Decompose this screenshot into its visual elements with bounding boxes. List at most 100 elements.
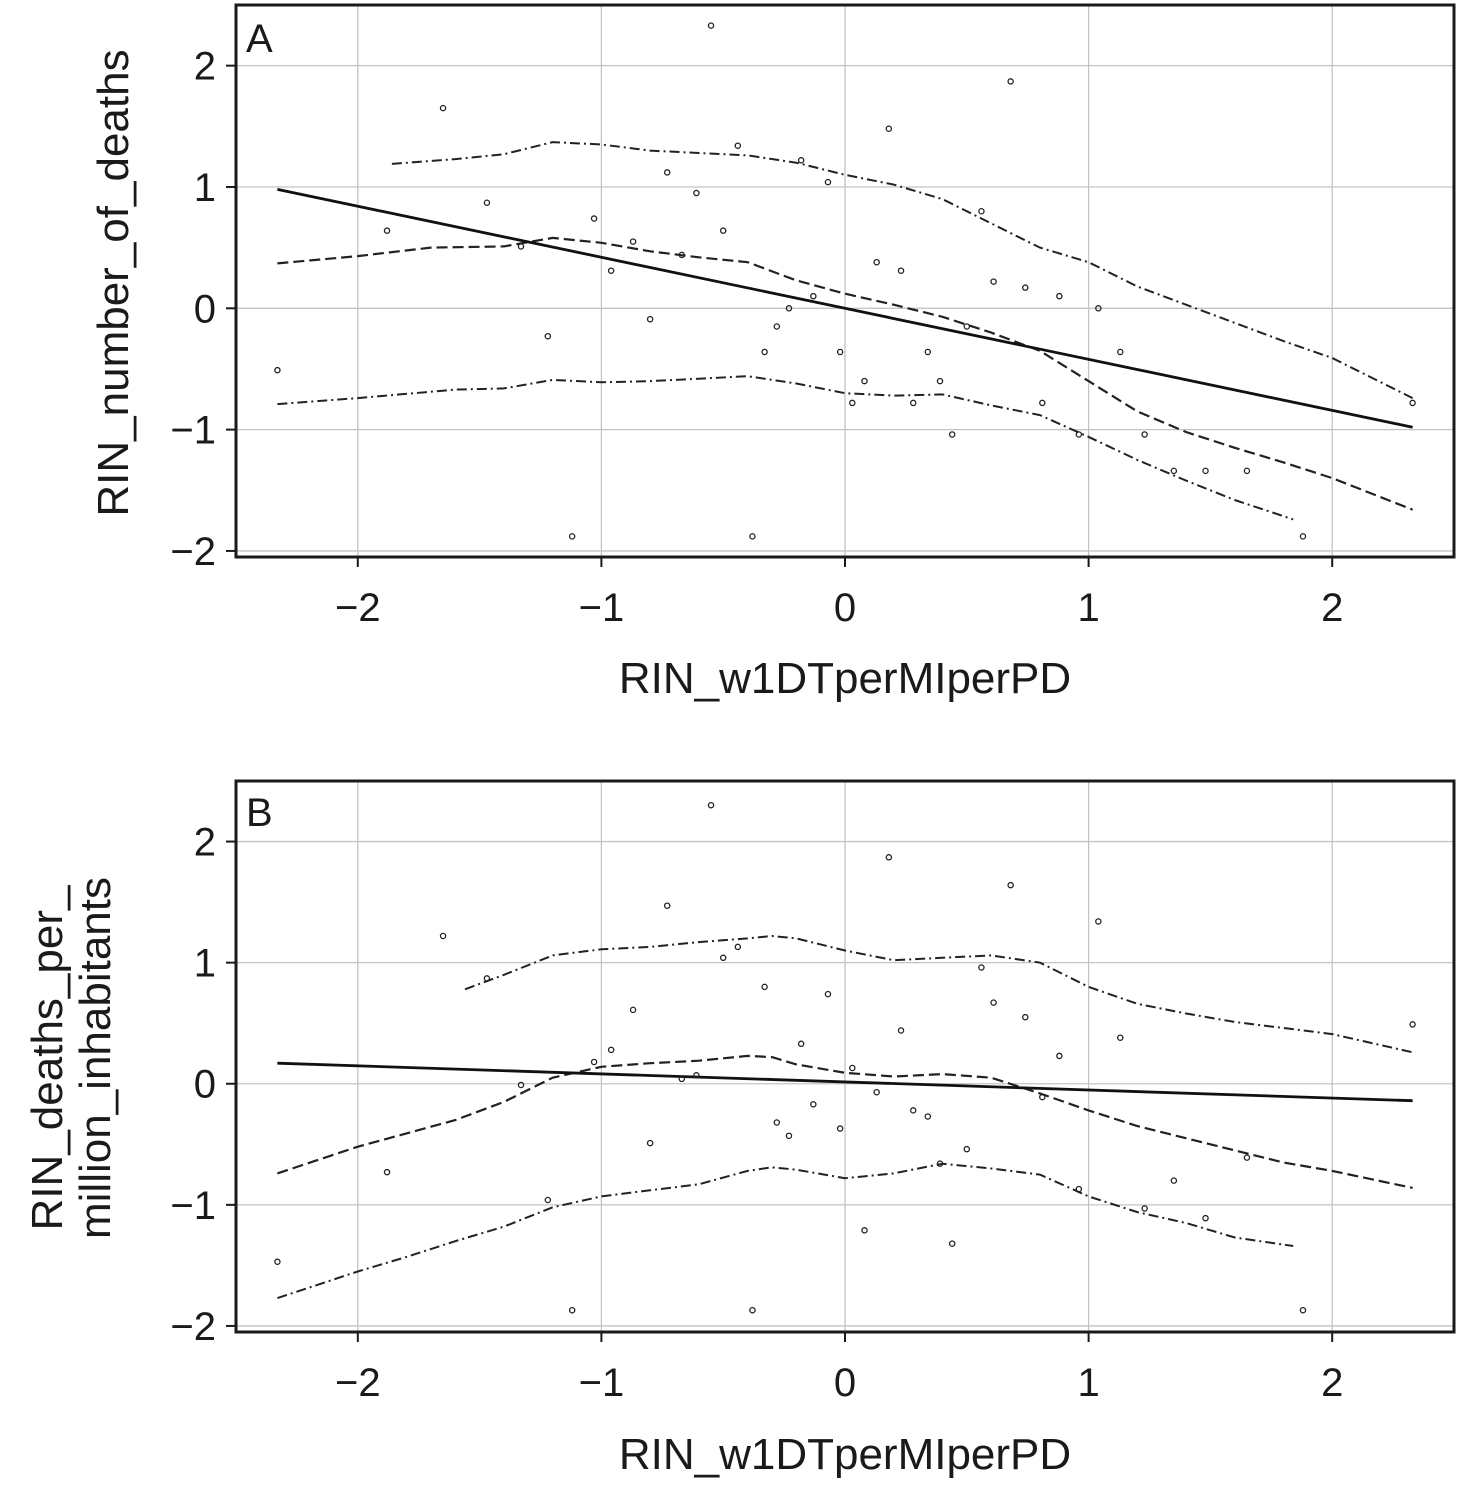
p2-data-point-2: [439, 932, 447, 940]
p1-data-point-27: [873, 258, 880, 266]
p2-data-point-15: [719, 954, 727, 962]
p1-upper-band-line: [391, 141, 1414, 399]
p2-x-axis-label: RIN_w1DTperMIperPD: [619, 1430, 1071, 1479]
p2-data-point-42: [1095, 918, 1102, 925]
p1-data-point-13: [693, 189, 700, 197]
p1-data-point-2: [439, 104, 447, 112]
p1-data-point-5: [544, 332, 552, 340]
p2-data-point-40: [1056, 1052, 1063, 1060]
p2-data-point-30: [909, 1107, 917, 1114]
p1-y-tick-label-3: 1: [194, 166, 216, 210]
p2-data-point-25: [849, 1064, 856, 1072]
p1-data-point-24: [836, 348, 844, 356]
p2-data-point-49: [1409, 1021, 1416, 1028]
p2-x-tick-label-4: 2: [1321, 1361, 1343, 1405]
p2-data-point-13: [693, 1072, 700, 1079]
p2-data-point-11: [663, 902, 671, 909]
p2-data-point-4: [517, 1081, 525, 1089]
p1-data-point-47: [1243, 467, 1251, 475]
p2-x-tick-label-1: −1: [579, 1361, 625, 1405]
p1-regression-line: [277, 188, 1413, 429]
p1-data-point-10: [646, 315, 654, 323]
p2-data-point-22: [810, 1101, 817, 1108]
p2-y-axis-label: RIN_deaths_per_million_inhabitants: [23, 877, 120, 1239]
p2-smooth-line: [277, 1054, 1413, 1189]
p1-data-point-46: [1202, 467, 1209, 475]
p2-data-point-8: [607, 1046, 615, 1054]
p2-lower-band-line: [277, 1162, 1294, 1300]
p1-data-point-4: [517, 243, 525, 250]
p2-data-point-0: [274, 1258, 281, 1266]
p2-data-point-9: [629, 1006, 637, 1014]
p2-data-point-19: [773, 1119, 781, 1126]
p1-data-point-43: [1117, 348, 1124, 356]
p1-data-point-48: [1299, 533, 1307, 540]
panel-b: −2 −1 0 1 2 −2 −1 0 1 2 RIN_w1DTperMIperPD RIN_deat…: [23, 779, 1456, 1479]
p1-data-point-17: [749, 533, 756, 540]
p2-data-point-20: [785, 1132, 793, 1140]
p2-data-point-46: [1202, 1214, 1209, 1222]
p1-data-point-15: [719, 227, 727, 234]
p2-x-tick-label-0: −2: [335, 1361, 381, 1405]
p1-data-point-33: [948, 431, 956, 438]
p2-data-point-48: [1299, 1306, 1307, 1314]
p2-data-point-41: [1075, 1185, 1083, 1193]
p1-data-point-3: [483, 199, 491, 206]
p2-data-point-36: [990, 999, 997, 1006]
p2-data-point-38: [1022, 1013, 1029, 1021]
p1-data-point-16: [734, 142, 742, 149]
p2-data-point-3: [483, 975, 491, 982]
p2-data-point-32: [936, 1160, 944, 1167]
p2-data-point-17: [749, 1306, 756, 1314]
p1-data-point-41: [1075, 431, 1083, 438]
p1-data-point-37: [1007, 78, 1014, 85]
p2-data-point-39: [1039, 1093, 1046, 1101]
p1-data-point-34: [963, 323, 971, 330]
panel-a: −2 −1 0 1 2 −2 −1 0 1 2 RIN_w1DTperMIperPD RIN_numb…: [89, 3, 1456, 703]
p1-data-point-36: [990, 278, 997, 285]
p2-data-point-14: [707, 801, 715, 809]
p1-data-point-18: [761, 348, 768, 356]
p2-data-point-28: [885, 854, 893, 861]
p2-data-point-37: [1007, 881, 1014, 889]
p1-data-point-8: [607, 267, 615, 274]
p2-y-tick-label-2: 0: [194, 1063, 216, 1107]
p1-data-point-29: [897, 267, 905, 274]
p1-y-tick-label-2: 0: [194, 287, 216, 331]
p1-data-point-25: [849, 399, 856, 407]
p2-data-point-33: [948, 1240, 956, 1247]
p2-data-point-44: [1141, 1205, 1148, 1212]
p1-data-point-22: [810, 292, 817, 300]
p2-data-point-24: [836, 1125, 844, 1132]
p2-y-tick-label-3: 1: [194, 942, 216, 986]
p2-x-tick-label-3: 1: [1077, 1361, 1099, 1405]
p1-smooth-line: [277, 236, 1414, 511]
p1-y-tick-label-1: −1: [170, 409, 216, 453]
p2-data-point-45: [1170, 1177, 1178, 1184]
p2-y-tick-label-4: 2: [194, 821, 216, 865]
p2-data-point-5: [544, 1196, 552, 1204]
p2-data-point-23: [824, 990, 832, 998]
p1-data-point-30: [909, 399, 917, 407]
p2-data-point-6: [568, 1306, 576, 1314]
p1-y-tick-label-0: −2: [170, 530, 216, 574]
p2-data-point-16: [734, 943, 742, 951]
p2-x-tick-label-2: 0: [834, 1361, 856, 1405]
p2-data-point-7: [590, 1058, 598, 1066]
p1-data-point-49: [1409, 399, 1416, 407]
p1-data-point-0: [274, 366, 281, 374]
p1-x-tick-label-4: 2: [1321, 586, 1343, 630]
p1-data-point-9: [629, 238, 637, 245]
p2-data-point-26: [861, 1227, 868, 1234]
p2-panel-letter: B: [246, 791, 273, 835]
p2-regression-line: [277, 1061, 1413, 1103]
p1-data-point-20: [785, 305, 793, 312]
p1-data-point-42: [1095, 305, 1102, 312]
p1-y-axis-label-line-0: RIN_number_of_deaths: [89, 49, 138, 516]
p1-data-point-28: [885, 125, 893, 132]
p2-data-point-35: [978, 964, 985, 971]
p1-lower-band-line: [277, 375, 1294, 521]
p1-x-tick-label-3: 1: [1077, 586, 1099, 630]
p2-data-point-12: [678, 1075, 686, 1083]
